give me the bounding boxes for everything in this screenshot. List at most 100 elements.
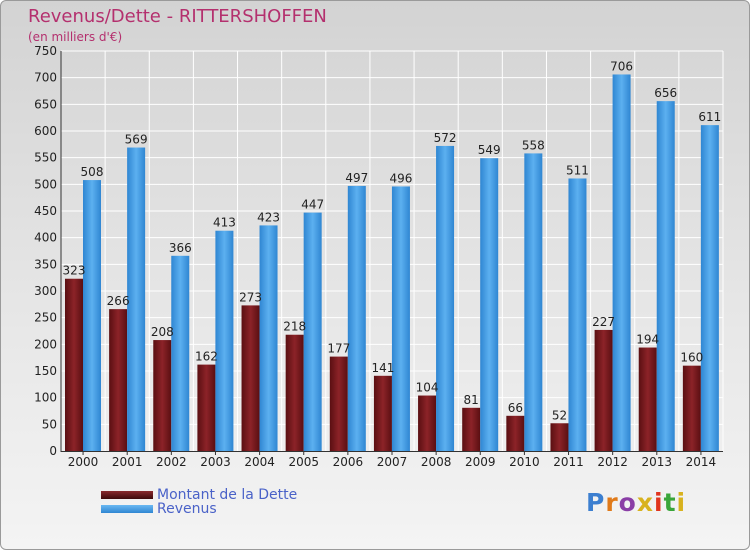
bar-revenus xyxy=(215,230,234,451)
data-label-revenus: 511 xyxy=(566,163,589,177)
data-label-debt: 52 xyxy=(552,408,567,422)
data-label-revenus: 569 xyxy=(125,133,148,147)
bar-debt xyxy=(109,309,128,451)
data-label-debt: 227 xyxy=(592,315,615,329)
data-label-debt: 162 xyxy=(195,350,218,364)
data-label-debt: 266 xyxy=(107,294,130,308)
bar-revenus xyxy=(391,186,410,451)
data-label-revenus: 497 xyxy=(345,171,368,185)
bar-debt xyxy=(197,364,216,451)
x-tick-label: 2005 xyxy=(288,455,319,469)
y-tick-label: 550 xyxy=(34,151,57,165)
y-tick-label: 200 xyxy=(34,337,57,351)
data-label-revenus: 366 xyxy=(169,241,192,255)
y-tick-label: 250 xyxy=(34,311,57,325)
data-label-revenus: 496 xyxy=(389,171,412,185)
x-tick-label: 2007 xyxy=(377,455,408,469)
legend-label-debt: Montant de la Dette xyxy=(157,487,298,503)
bar-revenus xyxy=(83,180,101,452)
bar-debt xyxy=(550,423,569,451)
bar-revenus xyxy=(347,185,366,451)
bar-debt xyxy=(682,365,701,451)
x-tick-label: 2010 xyxy=(509,455,540,469)
bar-revenus xyxy=(524,153,543,451)
bar-debt xyxy=(373,375,392,451)
x-tick-label: 2000 xyxy=(68,455,99,469)
bar-debt xyxy=(329,356,348,451)
y-tick-label: 750 xyxy=(34,44,57,58)
data-label-debt: 141 xyxy=(371,361,394,375)
legend-item-revenus: Revenus xyxy=(101,501,217,517)
data-label-debt: 323 xyxy=(63,264,86,278)
data-label-revenus: 549 xyxy=(478,143,501,157)
y-tick-label: 0 xyxy=(49,444,57,458)
data-label-revenus: 572 xyxy=(434,131,457,145)
bar-debt xyxy=(241,305,260,451)
chart-title: Revenus/Dette - RITTERSHOFFEN xyxy=(28,6,327,27)
bar-debt xyxy=(153,340,172,451)
bar-debt xyxy=(65,278,83,451)
data-label-debt: 177 xyxy=(327,342,350,356)
y-tick-label: 650 xyxy=(34,97,57,111)
bar-revenus xyxy=(568,178,587,451)
chart-subtitle: (en milliers d'€) xyxy=(28,30,123,44)
legend-item-debt: Montant de la Dette xyxy=(101,487,298,503)
y-tick-label: 500 xyxy=(34,177,57,191)
data-label-debt: 194 xyxy=(636,333,659,347)
legend-swatch-debt xyxy=(101,491,153,499)
bar-revenus xyxy=(700,125,719,451)
bar-revenus xyxy=(436,145,455,451)
x-tick-label: 2012 xyxy=(597,455,628,469)
y-tick-label: 150 xyxy=(34,364,57,378)
data-label-debt: 160 xyxy=(680,351,703,365)
bar-revenus xyxy=(303,212,322,451)
y-tick-label: 350 xyxy=(34,257,57,271)
bar-revenus xyxy=(656,101,675,451)
x-tick-label: 2011 xyxy=(553,455,584,469)
x-tick-label: 2014 xyxy=(686,455,717,469)
x-tick-label: 2013 xyxy=(642,455,673,469)
bar-revenus xyxy=(612,74,631,451)
data-labels: 323 508 266 569 208 366 162 413 273 423 218 447 177 4… xyxy=(63,59,722,422)
data-label-debt: 81 xyxy=(464,393,479,407)
y-tick-label: 50 xyxy=(42,417,57,431)
data-label-debt: 66 xyxy=(508,401,523,415)
data-label-revenus: 413 xyxy=(213,216,236,230)
bar-debt xyxy=(418,395,437,451)
data-label-debt: 208 xyxy=(151,325,174,339)
data-label-revenus: 558 xyxy=(522,138,545,152)
data-label-revenus: 656 xyxy=(654,86,677,100)
x-tick-label: 2009 xyxy=(465,455,496,469)
x-tick-label: 2008 xyxy=(421,455,452,469)
data-label-revenus: 508 xyxy=(81,165,104,179)
bar-debt xyxy=(594,329,613,451)
bar-revenus xyxy=(171,255,190,451)
data-label-debt: 104 xyxy=(416,381,439,395)
bar-debt xyxy=(462,407,481,451)
x-tick-label: 2002 xyxy=(156,455,187,469)
data-label-debt: 273 xyxy=(239,290,262,304)
data-label-revenus: 611 xyxy=(698,110,721,124)
data-label-debt: 218 xyxy=(283,320,306,334)
axes: 0 50 100 150 200 250 300 350 400 450 500 550 600 650 7… xyxy=(34,44,723,469)
y-tick-label: 400 xyxy=(34,231,57,245)
data-label-revenus: 706 xyxy=(610,59,633,73)
bar-debt xyxy=(285,334,304,451)
bars xyxy=(65,74,719,452)
x-tick-label: 2004 xyxy=(244,455,275,469)
y-tick-label: 700 xyxy=(34,71,57,85)
y-tick-label: 450 xyxy=(34,204,57,218)
bar-revenus xyxy=(127,147,146,452)
x-tick-label: 2001 xyxy=(112,455,143,469)
bar-debt xyxy=(638,347,657,451)
bar-revenus xyxy=(259,225,278,451)
x-tick-label: 2006 xyxy=(333,455,364,469)
y-tick-label: 600 xyxy=(34,124,57,138)
legend-swatch-revenus xyxy=(101,505,153,513)
data-label-revenus: 423 xyxy=(257,210,280,224)
data-label-revenus: 447 xyxy=(301,198,324,212)
bar-debt xyxy=(506,415,525,451)
y-tick-label: 100 xyxy=(34,391,57,405)
